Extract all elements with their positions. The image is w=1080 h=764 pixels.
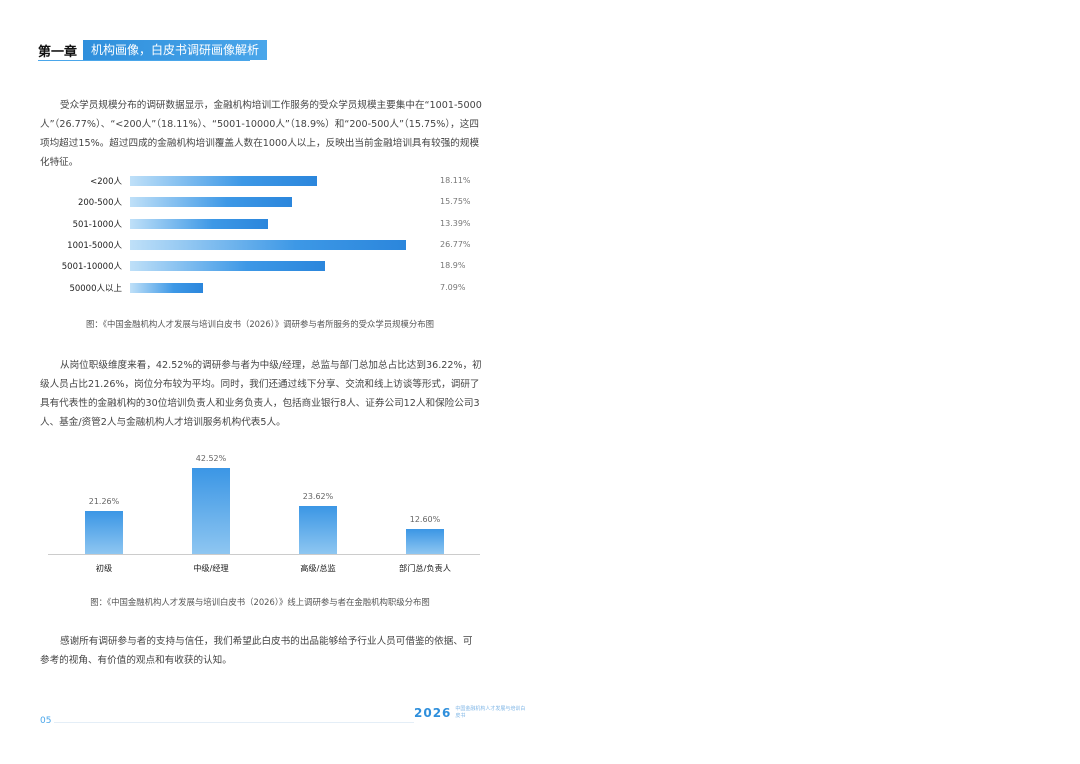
column-category-label: 高级/总监 xyxy=(300,563,336,573)
column-value-label: 42.52% xyxy=(195,454,227,463)
bar-category-label: 5001-10000人 xyxy=(61,262,122,273)
footer-divider xyxy=(54,722,414,723)
bar-value-label: 18.9% xyxy=(440,261,466,271)
column-category-label: 部门总/负责人 xyxy=(399,563,451,573)
header-underline xyxy=(38,60,250,61)
paragraph-job-level: 从岗位职级维度来看，42.52%的调研参与者为中级/经理，总监与部门总加总占比达… xyxy=(40,360,482,428)
page-number: 05 xyxy=(40,716,52,726)
bar-row: 50000人以上 7.09% xyxy=(40,282,480,295)
column-value-label: 12.60% xyxy=(409,514,441,524)
column-category-label: 初级 xyxy=(95,563,113,573)
paragraph-thanks: 感谢所有调研参与者的支持与信任，我们希望此白皮书的出品能够给予行业人员可借鉴的依… xyxy=(40,636,473,666)
bar-row: 1001-5000人 26.77% xyxy=(40,239,480,252)
bar-value-label: 13.39% xyxy=(440,218,471,228)
bar-value-label: 18.11% xyxy=(440,176,471,185)
column-value-label: 23.62% xyxy=(302,492,334,502)
chapter-label: 第一章 xyxy=(38,44,78,60)
paragraph-audience-scale: 受众学员规模分布的调研数据显示，金融机构培训工作服务的受众学员规模主要集中在“1… xyxy=(40,100,482,168)
footer-brand: 2026 中国金融机构人才发展与培训白皮书 xyxy=(414,706,527,720)
column-value-label: 21.26% xyxy=(88,497,120,506)
footer-year: 2026 xyxy=(414,706,452,720)
bar xyxy=(130,197,293,208)
bar xyxy=(130,261,325,272)
column-bar xyxy=(192,468,230,554)
bar-row: 501-1000人 13.39% xyxy=(40,218,480,231)
bar-category-label: 200-500人 xyxy=(77,198,122,209)
bar-category-label: <200人 xyxy=(90,177,122,187)
footer-small-text: 中国金融机构人才发展与培训白皮书 xyxy=(455,706,526,719)
bar-row: 200-500人 15.75% xyxy=(40,197,480,209)
bar-row: 5001-10000人 18.9% xyxy=(40,261,480,273)
bar-value-label: 15.75% xyxy=(440,197,471,207)
job-level-column-chart: 21.26% 42.52% 23.62% 12.60% xyxy=(48,450,480,555)
column-bar xyxy=(85,511,123,554)
chart2-caption: 图：《中国金融机构人才发展与培训白皮书（2026）》线上调研参与者在金融机构职级… xyxy=(90,597,430,607)
bar-row: <200人 18.11% xyxy=(40,176,480,188)
chapter-tag: 机构画像，白皮书调研画像解析 xyxy=(83,40,268,60)
bar-category-label: 50000人以上 xyxy=(69,283,122,294)
chapter-header: 第一章 机构画像，白皮书调研画像解析 xyxy=(38,40,268,60)
x-axis-line xyxy=(48,554,480,555)
column-bar xyxy=(299,506,337,554)
chart1-caption: 图：《中国金融机构人才发展与培训白皮书（2026）》调研参与者所服务的受众学员规… xyxy=(86,319,434,329)
bar xyxy=(130,176,317,186)
bar xyxy=(130,218,269,229)
bar xyxy=(130,239,406,250)
bar xyxy=(130,282,204,293)
bar-value-label: 26.77% xyxy=(440,239,471,249)
bar-category-label: 501-1000人 xyxy=(72,219,122,230)
bar-value-label: 7.09% xyxy=(440,282,466,292)
column-category-label: 中级/经理 xyxy=(193,563,229,573)
column-bar xyxy=(406,528,444,554)
bar-category-label: 1001-5000人 xyxy=(67,240,122,251)
